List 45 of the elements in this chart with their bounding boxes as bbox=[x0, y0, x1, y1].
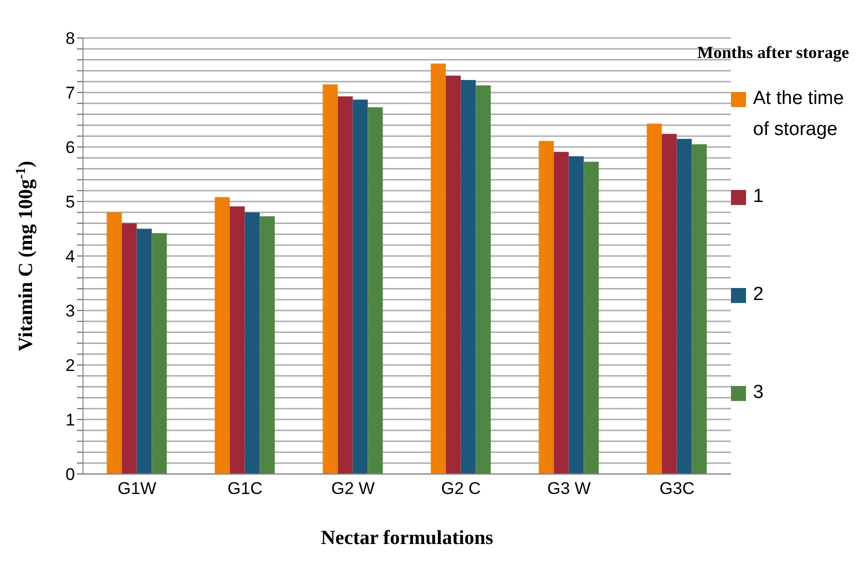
bar bbox=[214, 197, 230, 474]
bar bbox=[676, 138, 692, 474]
bar bbox=[136, 228, 152, 474]
legend-label: 3 bbox=[753, 381, 765, 405]
y-tick-label: 2 bbox=[66, 356, 75, 376]
bar bbox=[430, 64, 446, 474]
bar bbox=[460, 80, 476, 474]
bar bbox=[692, 144, 707, 474]
bar bbox=[244, 212, 260, 474]
y-tick-label: 1 bbox=[66, 410, 75, 430]
bar bbox=[106, 212, 122, 474]
bar bbox=[584, 162, 599, 474]
y-tick-label: 8 bbox=[66, 29, 75, 48]
legend-title: Months after storage bbox=[697, 43, 849, 63]
bar bbox=[260, 216, 275, 474]
bar bbox=[446, 76, 461, 474]
bar bbox=[368, 107, 383, 474]
bar bbox=[568, 156, 584, 474]
y-tick-label: 5 bbox=[66, 192, 75, 212]
bar bbox=[122, 223, 137, 474]
y-tick-label: 0 bbox=[66, 465, 75, 484]
x-tick-label: G3C bbox=[660, 479, 694, 498]
bar bbox=[352, 100, 368, 474]
x-tick-label: G1W bbox=[118, 479, 156, 498]
bar bbox=[554, 152, 569, 474]
x-tick-label: G1C bbox=[228, 479, 262, 498]
legend-label: 2 bbox=[753, 283, 765, 307]
x-axis-title: Nectar formulations bbox=[320, 527, 494, 549]
x-tick-label: G3 W bbox=[547, 479, 591, 498]
legend-label: 1 bbox=[753, 185, 765, 209]
legend-label: At the time of storage bbox=[753, 87, 845, 142]
bar bbox=[338, 96, 353, 474]
bar bbox=[152, 233, 167, 474]
bar bbox=[476, 85, 491, 474]
y-tick-label: 4 bbox=[66, 247, 75, 266]
bar bbox=[322, 84, 338, 474]
bar bbox=[646, 124, 662, 474]
x-tick-label: G2 C bbox=[441, 479, 481, 498]
y-tick-label: 7 bbox=[66, 84, 75, 103]
x-tick-label: G2 W bbox=[331, 479, 375, 498]
bar bbox=[230, 206, 245, 474]
y-tick-label: 6 bbox=[66, 138, 75, 158]
bar bbox=[662, 134, 677, 474]
bar bbox=[538, 141, 554, 474]
y-tick-label: 3 bbox=[66, 302, 75, 321]
